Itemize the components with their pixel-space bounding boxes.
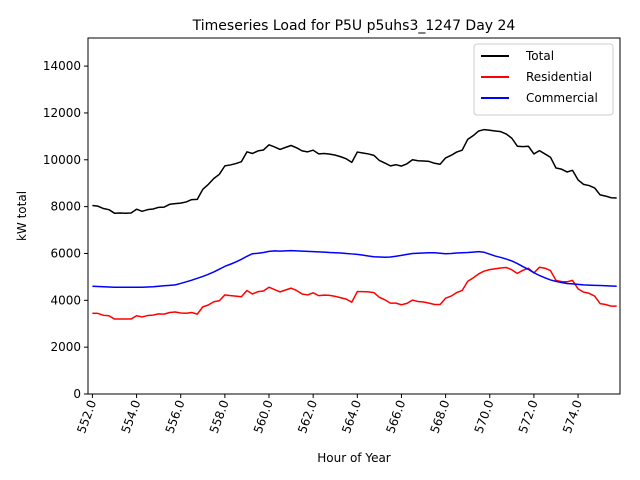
y-axis: 0 2000 4000 6000 8000 10000 12000 14000: [43, 59, 88, 401]
y-tick-label: 14000: [43, 59, 81, 73]
y-axis-label: kW total: [15, 191, 29, 241]
series-line-residential: [92, 266, 617, 320]
plot-frame: [87, 37, 621, 395]
y-tick-label: 12000: [43, 106, 81, 120]
legend-label-commercial: Commercial: [526, 91, 598, 105]
y-tick-label: 8000: [50, 200, 81, 214]
y-tick-label: 4000: [50, 293, 81, 307]
y-tick-label: 10000: [43, 153, 81, 167]
series-line-commercial: [92, 249, 617, 288]
legend-label-residential: Residential: [526, 70, 592, 84]
legend: Total Residential Commercial: [473, 43, 614, 116]
series-line-total: [92, 128, 617, 214]
y-tick-label: 6000: [50, 246, 81, 260]
legend-label-total: Total: [525, 49, 554, 63]
x-axis-label: Hour of Year: [317, 451, 391, 465]
series-lines: [92, 128, 617, 320]
y-tick-label: 2000: [50, 340, 81, 354]
y-tick-label: 0: [73, 387, 81, 401]
chart-title: Timeseries Load for P5U p5uhs3_1247 Day …: [192, 18, 516, 34]
